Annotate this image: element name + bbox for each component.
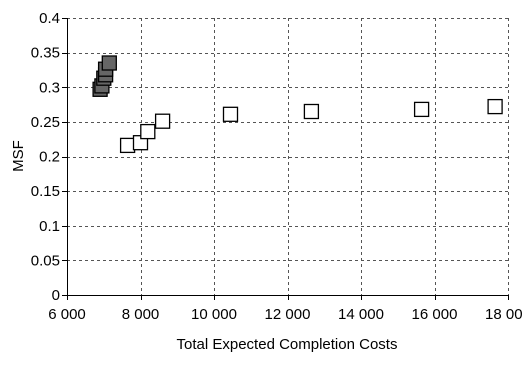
data-point-open xyxy=(222,106,239,122)
x-axis-title: Total Expected Completion Costs xyxy=(177,336,398,353)
y-tick-label: 0.4 xyxy=(39,10,60,27)
y-tick-label: 0.3 xyxy=(39,79,60,96)
axes xyxy=(62,18,509,300)
y-tick-label: 0.25 xyxy=(31,114,60,131)
x-tick-label: 8 000 xyxy=(122,306,160,323)
y-tick-label: 0 xyxy=(52,287,60,304)
data-point-open xyxy=(303,103,320,120)
y-tick-label: 0.1 xyxy=(39,218,60,235)
y-tick-label: 0.35 xyxy=(31,45,60,62)
x-tick-label: 10 000 xyxy=(191,306,237,323)
tick-labels: 6 000 8 000 10 000 12 000 14 000 16 000 18 00 0… xyxy=(31,10,523,323)
data-point-open xyxy=(413,101,430,118)
y-tick-label: 0.15 xyxy=(31,183,60,200)
y-tick-label: 0.05 xyxy=(31,252,60,269)
grid-lines xyxy=(67,18,509,295)
data-point-open xyxy=(154,113,171,129)
data-point-open xyxy=(487,98,503,115)
x-tick-label: 16 000 xyxy=(412,306,458,323)
y-tick-label: 0.2 xyxy=(39,149,60,166)
x-tick-label: 14 000 xyxy=(338,306,384,323)
x-tick-label: 6 000 xyxy=(48,306,86,323)
data-point-open xyxy=(119,137,136,154)
data-point-filled xyxy=(101,55,117,71)
data-points xyxy=(92,55,503,154)
x-tick-label: 18 000 xyxy=(485,306,523,323)
plot-background xyxy=(67,18,508,295)
y-axis-title: MSF xyxy=(10,140,27,172)
data-point-open xyxy=(140,123,156,140)
x-tick-label: 12 000 xyxy=(265,306,311,323)
